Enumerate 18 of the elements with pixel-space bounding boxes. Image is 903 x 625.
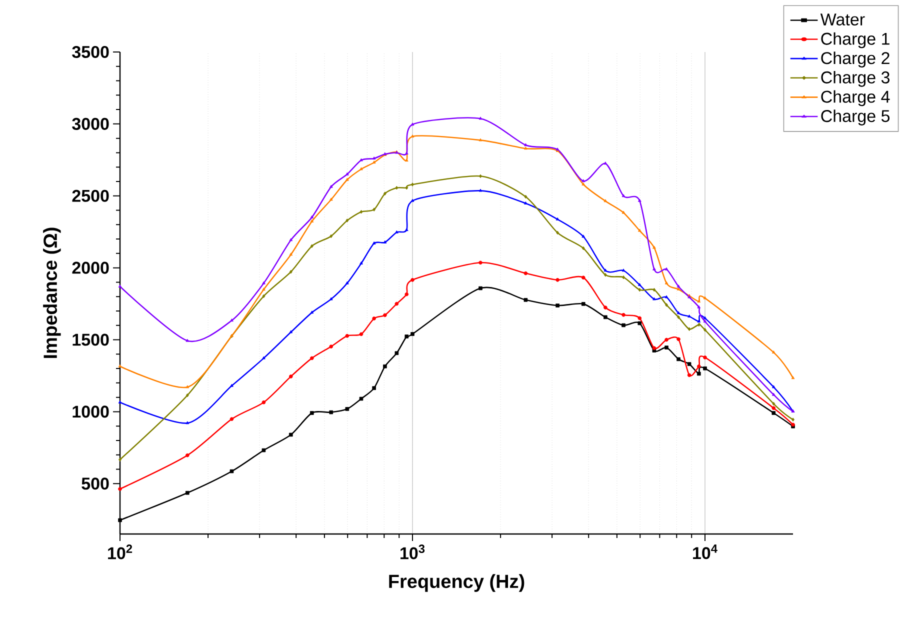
y-tick-label: 500: [82, 478, 109, 490]
y-tick-label: 3000: [72, 118, 109, 130]
y-tick-label: 1000: [72, 406, 109, 418]
y-tick-label: 2000: [72, 262, 109, 274]
y-tick-label: 3500: [72, 46, 109, 58]
y-tick-label: 1500: [72, 334, 109, 346]
x-tick-label: 10$^{2}$: [108, 544, 132, 560]
legend-label: Charge 2: [821, 52, 890, 68]
y-tick-label: 2500: [72, 190, 109, 202]
x-tick-label: 10$^{4}$: [693, 544, 718, 560]
legend-label: Water: [820, 14, 865, 26]
y-axis-title: Impedance (Ω): [43, 228, 61, 358]
legend-label: Charge 5: [821, 110, 890, 126]
x-tick-label: 10$^{3}$: [400, 544, 425, 560]
legend-label: Charge 4: [821, 90, 890, 106]
legend-label: Charge 1: [821, 32, 890, 48]
legend-label: Charge 3: [821, 70, 890, 87]
x-axis-title: Frequency (Hz): [389, 574, 524, 592]
